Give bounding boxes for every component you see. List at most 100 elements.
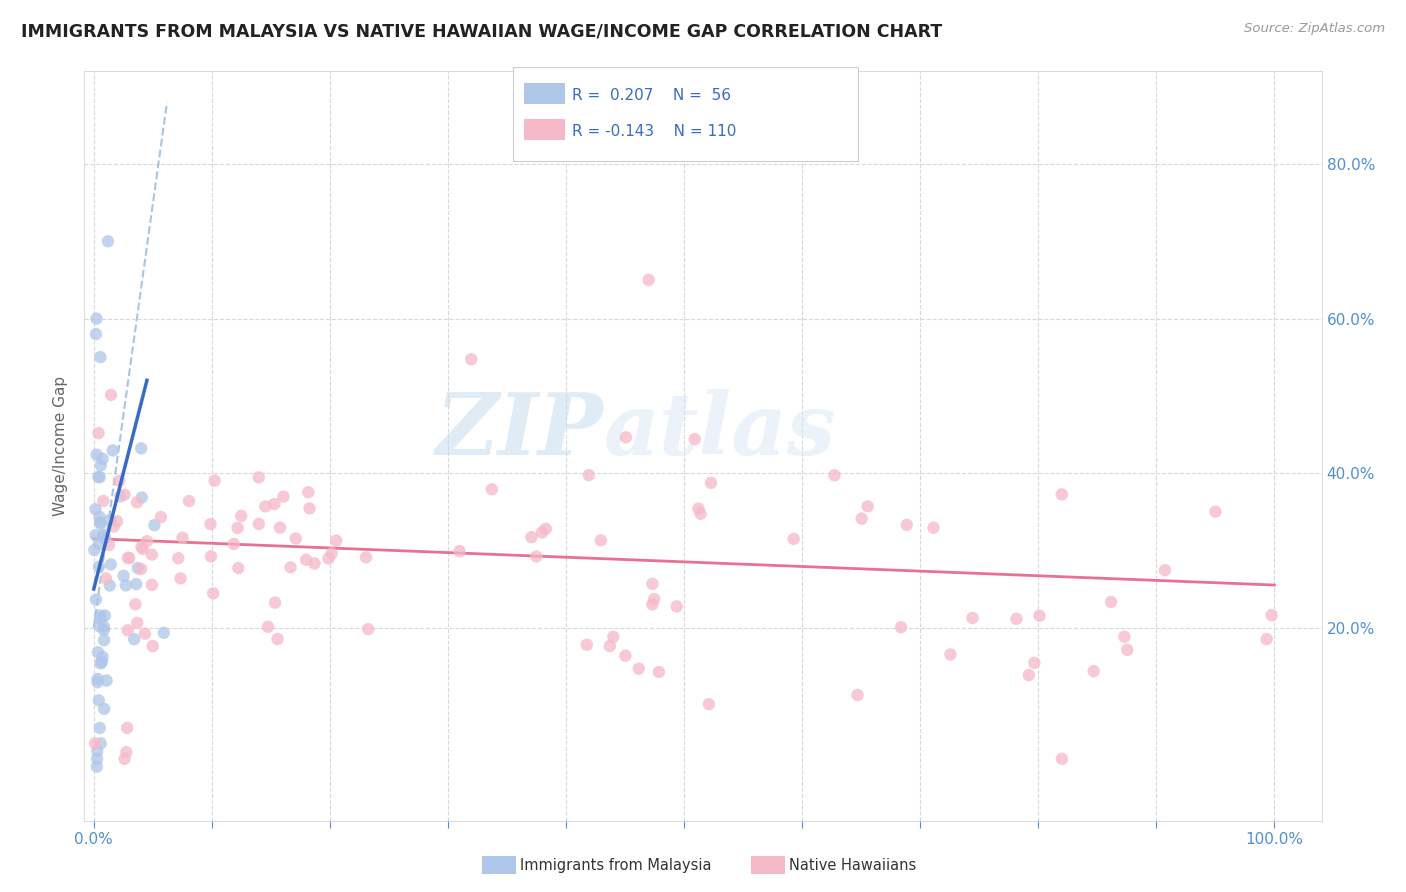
Point: [89, 619, 111, 633]
Point: [131, 491, 153, 505]
Point: [824, 468, 846, 483]
Point: [94, 532, 117, 546]
Point: [86, 675, 108, 690]
Point: [273, 490, 295, 504]
Point: [115, 721, 138, 735]
Point: [84, 326, 107, 341]
Point: [231, 508, 253, 523]
Point: [112, 569, 135, 583]
Point: [1116, 643, 1139, 657]
Point: [202, 586, 225, 600]
Point: [1024, 656, 1046, 670]
Point: [683, 432, 706, 446]
Point: [321, 546, 343, 560]
Point: [167, 551, 190, 566]
Point: [641, 577, 664, 591]
Point: [1204, 505, 1226, 519]
Point: [103, 519, 125, 533]
Point: [247, 470, 270, 484]
Point: [228, 561, 250, 575]
Point: [143, 518, 166, 533]
Point: [460, 352, 482, 367]
Text: R =  0.207    N =  56: R = 0.207 N = 56: [572, 88, 731, 103]
Point: [1050, 752, 1073, 766]
Point: [1083, 664, 1105, 678]
Point: [117, 624, 139, 638]
Point: [200, 549, 222, 564]
Point: [141, 578, 163, 592]
Point: [614, 430, 637, 444]
Text: atlas: atlas: [605, 389, 837, 473]
Point: [325, 533, 347, 548]
Point: [86, 448, 108, 462]
Point: [93, 623, 115, 637]
Point: [93, 620, 115, 634]
Point: [575, 638, 598, 652]
Point: [257, 620, 280, 634]
Point: [614, 648, 637, 663]
Point: [89, 470, 111, 484]
Point: [93, 633, 115, 648]
Point: [648, 665, 671, 679]
Point: [114, 752, 136, 766]
Point: [520, 530, 543, 544]
Point: [90, 736, 112, 750]
Point: [1256, 632, 1278, 647]
Point: [91, 529, 114, 543]
Point: [129, 562, 152, 576]
Point: [526, 549, 548, 564]
Point: [665, 599, 688, 614]
Point: [90, 655, 112, 669]
Point: [1028, 608, 1050, 623]
Point: [700, 475, 723, 490]
Point: [100, 558, 122, 572]
Point: [105, 514, 128, 528]
Point: [84, 502, 107, 516]
Point: [83, 543, 105, 558]
Point: [89, 350, 111, 364]
Point: [222, 537, 245, 551]
Point: [263, 497, 285, 511]
Point: [152, 625, 174, 640]
Point: [93, 528, 115, 542]
Point: [132, 541, 155, 556]
Point: [131, 540, 153, 554]
Point: [127, 561, 149, 575]
Point: [846, 688, 869, 702]
Point: [86, 311, 108, 326]
Point: [204, 474, 226, 488]
Point: [108, 474, 131, 488]
Point: [172, 531, 194, 545]
Point: [118, 551, 141, 566]
Point: [599, 639, 621, 653]
Point: [89, 516, 111, 530]
Point: [578, 468, 600, 483]
Point: [96, 673, 118, 688]
Point: [90, 657, 112, 671]
Text: Native Hawaiians: Native Hawaiians: [789, 858, 917, 872]
Point: [87, 693, 110, 707]
Point: [124, 597, 146, 611]
Point: [90, 516, 112, 531]
Point: [627, 662, 650, 676]
Point: [1050, 487, 1073, 501]
Point: [602, 630, 624, 644]
Point: [90, 458, 112, 473]
Point: [93, 702, 115, 716]
Y-axis label: Wage/Income Gap: Wage/Income Gap: [53, 376, 69, 516]
Point: [688, 501, 710, 516]
Point: [86, 752, 108, 766]
Point: [589, 533, 612, 548]
Point: [84, 528, 107, 542]
Point: [87, 559, 110, 574]
Point: [354, 550, 377, 565]
Point: [114, 488, 136, 502]
Point: [115, 578, 138, 592]
Text: R = -0.143    N = 110: R = -0.143 N = 110: [572, 124, 737, 139]
Point: [125, 495, 148, 509]
Point: [89, 509, 111, 524]
Point: [91, 451, 114, 466]
Point: [1018, 668, 1040, 682]
Point: [86, 672, 108, 686]
Point: [84, 736, 107, 750]
